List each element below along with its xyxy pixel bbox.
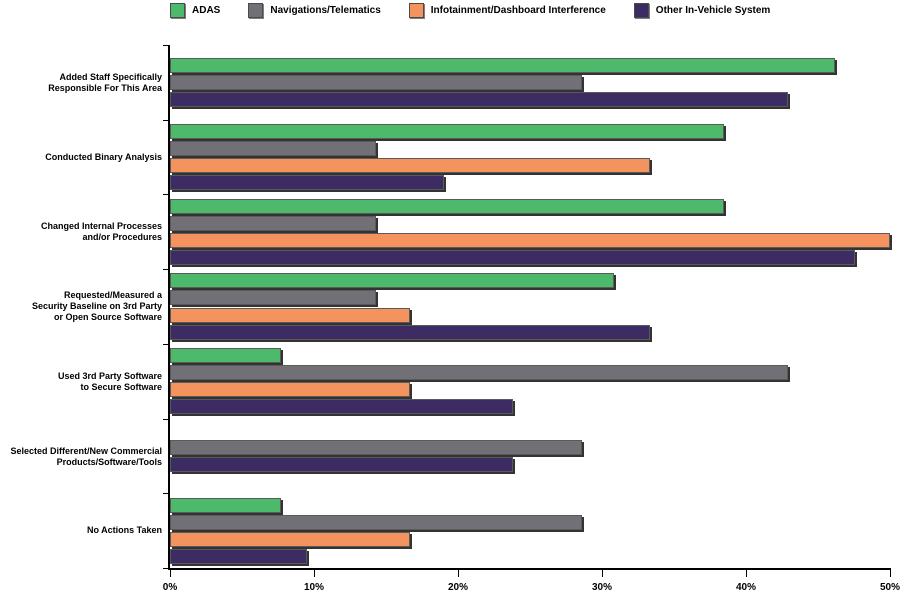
category-label: Changed Internal Processes and/or Proced… [40, 220, 162, 242]
bar [170, 325, 650, 340]
y-axis-tick [163, 419, 168, 420]
bar [170, 141, 376, 156]
bar [170, 440, 582, 455]
x-axis-tick [458, 570, 459, 577]
category-label: Conducted Binary Analysis [45, 152, 162, 162]
bar [170, 92, 788, 107]
legend-item-infotainment: Infotainment/Dashboard Interference [408, 3, 606, 18]
bar [170, 250, 855, 265]
x-axis-tick [170, 570, 171, 577]
bar [170, 75, 582, 90]
bar [170, 498, 281, 513]
x-axis-tick-label: 20% [447, 582, 468, 593]
bar [170, 457, 513, 472]
x-axis-tick [746, 570, 747, 577]
bar [170, 58, 835, 73]
legend-swatch-navigations-telematics [248, 3, 264, 18]
bar [170, 175, 444, 190]
y-axis-tick [163, 493, 168, 494]
y-axis-tick [163, 568, 168, 569]
y-axis-tick [163, 194, 168, 195]
legend-item-navigations-telematics: Navigations/Telematics [248, 3, 381, 18]
chart-legend: ADAS Navigations/Telematics Infotainment… [170, 3, 770, 18]
y-axis-tick [163, 45, 168, 46]
bar [170, 233, 890, 248]
legend-label-navigations-telematics: Navigations/Telematics [270, 5, 381, 16]
x-axis-tick-label: 40% [735, 582, 756, 593]
y-axis-tick [163, 269, 168, 270]
bar [170, 549, 307, 564]
legend-label-other-in-vehicle: Other In-Vehicle System [655, 5, 771, 16]
y-axis-tick [163, 344, 168, 345]
x-axis [168, 568, 891, 570]
x-axis-tick-label: 30% [591, 582, 612, 593]
plot-area: 0% 10% 20% 30% 40% 50% [163, 45, 900, 593]
category-label: Added Staff Specifically Responsible For… [48, 71, 162, 93]
legend-item-adas: ADAS [170, 3, 220, 18]
bar [170, 273, 614, 288]
legend-swatch-other-in-vehicle [633, 3, 649, 18]
category-label: No Actions Taken [86, 525, 162, 535]
bar [170, 216, 376, 231]
bar [170, 124, 724, 139]
x-axis-tick [602, 570, 603, 577]
bar [170, 158, 650, 173]
x-axis-tick [314, 570, 315, 577]
category-label: Requested/Measured a Security Baseline o… [31, 290, 162, 322]
bar [170, 399, 513, 414]
x-axis-tick [890, 570, 891, 577]
bar [170, 199, 724, 214]
y-axis [168, 45, 170, 570]
legend-swatch-infotainment [408, 3, 424, 18]
bar [170, 290, 376, 305]
category-label: Used 3rd Party Software to Secure Softwa… [57, 370, 162, 392]
category-label: Selected Different/New Commercial Produc… [10, 445, 162, 467]
x-axis-tick-label: 50% [879, 582, 900, 593]
y-axis-tick [163, 120, 168, 121]
bar [170, 365, 788, 380]
legend-swatch-adas [170, 3, 185, 18]
bar [170, 515, 582, 530]
bar [170, 308, 410, 323]
legend-label-infotainment: Infotainment/Dashboard Interference [430, 5, 606, 16]
legend-item-other-in-vehicle: Other In-Vehicle System [633, 3, 771, 18]
bar [170, 532, 410, 547]
bar [170, 348, 281, 363]
legend-label-adas: ADAS [192, 5, 221, 16]
x-axis-tick-label: 0% [162, 582, 178, 593]
bar [170, 382, 410, 397]
x-axis-tick-label: 10% [303, 582, 324, 593]
